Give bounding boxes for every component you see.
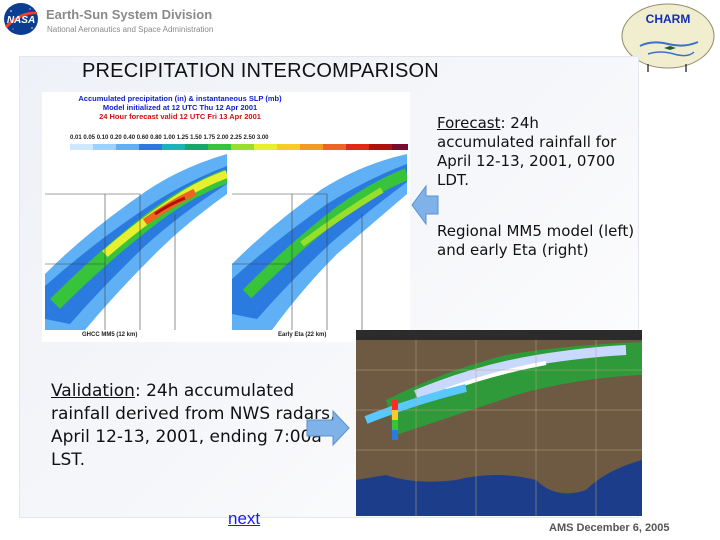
forecast-figure: Accumulated precipitation (in) & instant… <box>42 92 410 342</box>
forecast-figure-line-3: 24 Hour forecast valid 12 UTC Fri 13 Apr… <box>99 112 261 121</box>
forecast-label: Forecast <box>437 114 501 132</box>
regional-model-description: Regional MM5 model (left) and early Eta … <box>437 222 635 259</box>
validation-label: Validation <box>51 381 135 401</box>
next-link[interactable]: next <box>228 509 261 528</box>
nasa-logo: NASA <box>4 3 38 35</box>
org-subtitle: National Aeronautics and Space Administr… <box>47 25 214 34</box>
arrow-right-icon <box>306 409 350 447</box>
mm5-map-caption: GHCC MM5 (12 km) <box>82 332 138 338</box>
charm-logo: CHARM <box>621 3 715 72</box>
mm5-forecast-map <box>45 154 227 330</box>
radar-map: 12Z 13 APR 2001 24 HOUR PRECIP ESTIMATE … <box>356 330 642 516</box>
forecast-details: : 24h accumulated rainfall for April 12-… <box>437 114 617 189</box>
slide-title: PRECIPITATION INTERCOMPARISON <box>82 60 439 82</box>
eta-forecast-map <box>232 154 407 330</box>
arrow-left-icon <box>411 184 439 226</box>
precip-colorbar <box>70 144 408 150</box>
radar-map-header: 12Z 13 APR 2001 24 HOUR PRECIP ESTIMATE … <box>358 331 528 336</box>
footer-text: AMS December 6, 2005 <box>549 522 670 534</box>
nasa-logo-text: NASA <box>7 15 35 26</box>
forecast-description: Forecast: 24h accumulated rainfall for A… <box>437 114 637 190</box>
precip-scale-values: 0.01 0.05 0.10 0.20 0.40 0.60 0.80 1.00 … <box>70 135 269 141</box>
radar-map-graphic <box>356 330 642 516</box>
validation-details: : 24h accumulated rainfall derived from … <box>51 381 336 470</box>
forecast-figure-line-2: Model initialized at 12 UTC Thu 12 Apr 2… <box>102 103 258 112</box>
org-title: Earth-Sun System Division <box>46 7 213 22</box>
validation-description: Validation: 24h accumulated rainfall der… <box>51 380 341 472</box>
charm-logo-text: CHARM <box>646 12 691 26</box>
forecast-figure-line-1: Accumulated precipitation (in) & instant… <box>78 94 282 103</box>
eta-map-caption: Early Eta (22 km) <box>278 332 327 338</box>
